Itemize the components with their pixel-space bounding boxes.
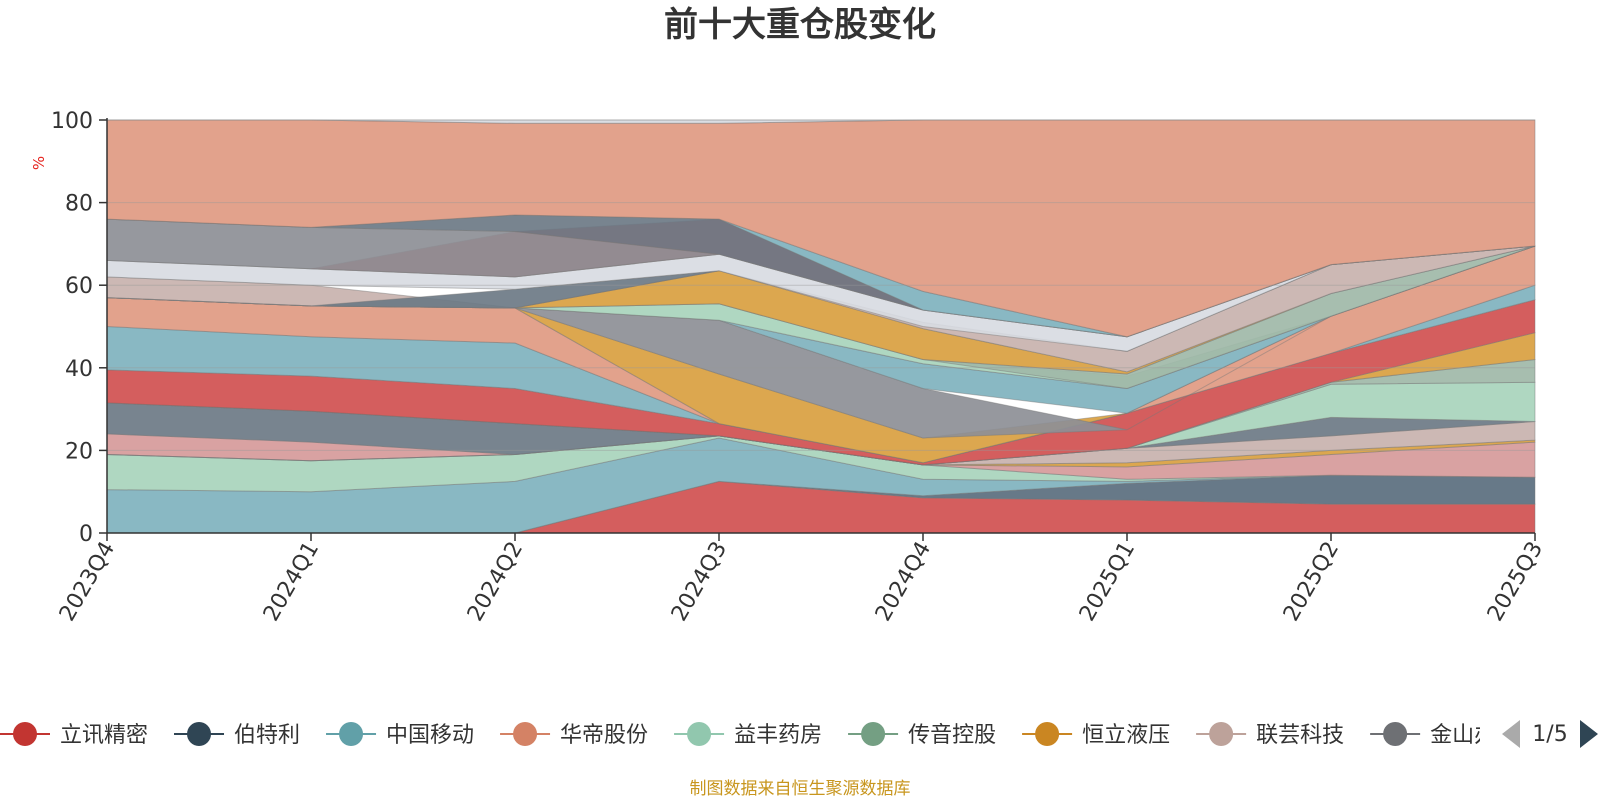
area-band-1: [107, 474, 1536, 534]
legend-marker: [13, 722, 37, 746]
legend-marker: [861, 722, 886, 746]
y-tick-label: 100: [51, 109, 93, 134]
x-tick-label: 2025Q2: [1279, 538, 1344, 626]
x-tick-label: 2024Q3: [667, 538, 732, 626]
legend-label: 益丰药房: [734, 723, 822, 748]
y-tick-label: 60: [65, 274, 93, 299]
legend-items: 立讯精密 伯特利 中国移动 华帝股份 益丰药房 传音控股 恒立液压 联芸科技 金山办公: [0, 722, 1518, 748]
legend-marker: [339, 722, 364, 746]
y-tick-label: 80: [65, 192, 93, 217]
legend-label: 金山办公: [1430, 723, 1518, 748]
legend-page-indicator: 1/5: [1532, 722, 1567, 747]
legend-marker: [187, 722, 212, 746]
legend-label: 中国移动: [386, 723, 474, 748]
legend-item[interactable]: 益丰药房: [674, 722, 822, 748]
legend-prev-icon[interactable]: [1502, 720, 1520, 748]
x-tick-label: 2024Q2: [463, 538, 528, 626]
legend-item[interactable]: 立讯精密: [0, 722, 148, 748]
legend-item[interactable]: 恒立液压: [1022, 722, 1170, 748]
legend-next-icon[interactable]: [1580, 720, 1598, 748]
legend-pager: 1/5: [1502, 720, 1598, 748]
y-tick-label: 0: [79, 522, 93, 547]
legend-item[interactable]: 伯特利: [174, 722, 300, 748]
axes: [106, 118, 1535, 534]
x-tick-label: 2024Q1: [259, 538, 324, 626]
x-tick-label: 2025Q1: [1075, 538, 1140, 626]
chart-title: 前十大重仓股变化: [664, 5, 936, 45]
legend-marker: [1209, 722, 1234, 746]
y-tick-label: 20: [65, 439, 93, 464]
legend-item[interactable]: 传音控股: [848, 722, 996, 748]
grid-lines: [107, 119, 1535, 451]
area-band-4: [106, 433, 1536, 480]
legend-marker: [687, 722, 712, 746]
x-tick-label: 2024Q4: [871, 538, 936, 626]
y-axis-ticks: 0 20 40 60 80 100: [51, 109, 107, 547]
area-band-5: [106, 435, 1536, 468]
legend: 立讯精密 伯特利 中国移动 华帝股份 益丰药房 传音控股 恒立液压 联芸科技 金山办公: [0, 722, 1518, 748]
legend-item[interactable]: 金山办公: [1370, 722, 1518, 748]
legend-label: 立讯精密: [60, 723, 148, 748]
x-tick-label: 2025Q3: [1483, 538, 1548, 626]
legend-marker: [1383, 722, 1408, 746]
legend-label: 华帝股份: [560, 723, 648, 748]
data-source-note: 制图数据来自恒生聚源数据库: [690, 779, 911, 799]
legend-label: 传音控股: [908, 723, 996, 748]
x-tick-label: 2023Q4: [55, 538, 120, 626]
x-axis-ticks: 2023Q4 2024Q1 2024Q2 2024Q3 2024Q4 2025Q1 2025…: [55, 533, 1548, 626]
legend-label: 伯特利: [234, 723, 300, 748]
legend-item[interactable]: 中国移动: [326, 722, 474, 748]
area-band-6: [106, 420, 1536, 466]
area-bands: [106, 119, 1536, 534]
legend-label: 恒立液压: [1082, 723, 1170, 748]
area-band-28: [107, 119, 1535, 124]
y-axis-unit: %: [30, 156, 48, 170]
y-tick-label: 40: [65, 357, 93, 382]
legend-marker: [1035, 722, 1060, 746]
legend-item[interactable]: 联芸科技: [1196, 722, 1344, 748]
legend-item[interactable]: 华帝股份: [500, 722, 648, 748]
legend-marker: [513, 722, 538, 746]
legend-label: 联芸科技: [1256, 723, 1344, 748]
